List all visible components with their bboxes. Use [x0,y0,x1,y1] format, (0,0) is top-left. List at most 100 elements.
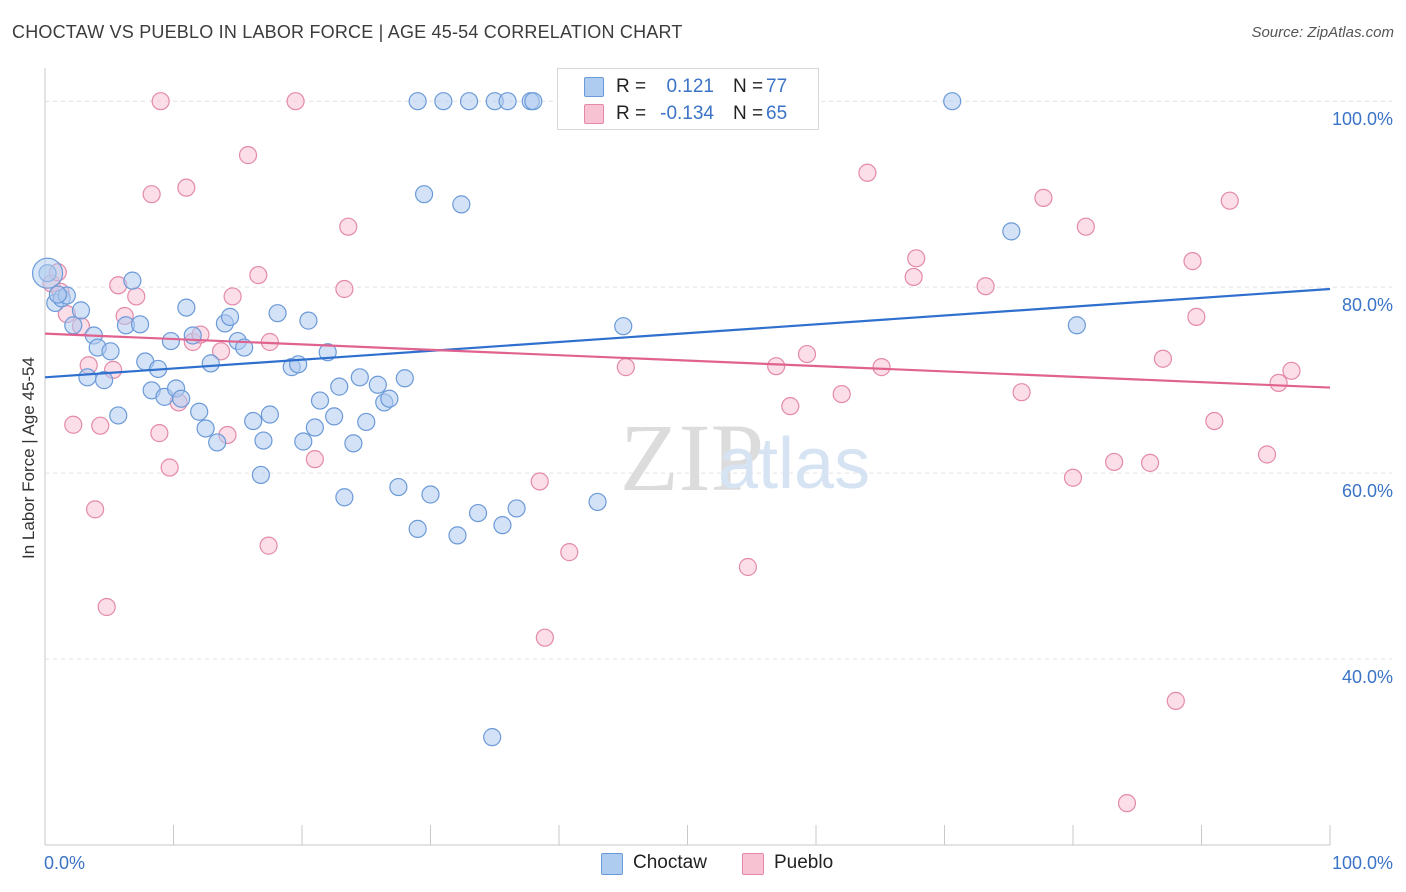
choctaw-point [380,389,399,408]
pueblo-point [249,265,268,285]
watermark-zip: ZIP [620,404,764,511]
choctaw-point [244,411,263,431]
pueblo-point [738,557,757,577]
choctaw-point [201,354,220,373]
series-legend: Choctaw Pueblo [0,852,1406,878]
choctaw-point [190,402,209,421]
choctaw-legend-label: Choctaw [633,852,707,873]
pueblo-point [535,628,554,647]
watermark-atlas: atlas [718,424,870,504]
pueblo-point [907,249,926,268]
choctaw-point [95,371,114,390]
source-label: Source: ZipAtlas.com [1251,24,1394,41]
choctaw-point [289,355,308,374]
r-label: R = [616,76,647,97]
choctaw-point [101,342,120,361]
pueblo-point [560,543,579,562]
choctaw-point [196,419,215,438]
pueblo-legend-label: Pueblo [774,852,834,873]
choctaw-point [614,317,633,336]
legend-row-pueblo: R = -0.134 N = 65 [558,100,818,128]
pueblo-point [781,397,800,416]
choctaw-point [468,503,488,523]
pueblo-point [1140,453,1160,472]
choctaw-point [183,326,202,345]
choctaw-points [31,92,1086,747]
n-value: 65 [766,103,788,124]
tick-labels: 40.0% 60.0% 80.0% 100.0% 0.0% 100.0% [44,109,1393,873]
r-label: R = [616,103,647,124]
x-tick-label: 0.0% [44,853,85,873]
pueblo-point [177,178,196,197]
choctaw-point [943,92,962,111]
choctaw-point [524,92,543,111]
pueblo-point [1034,188,1053,207]
y-tick-label: 40.0% [1342,667,1393,687]
pueblo-point [1076,217,1095,236]
pueblo-point [238,146,258,165]
choctaw-point [123,271,142,290]
pueblo-point [616,358,635,377]
chart-title: CHOCTAW VS PUEBLO IN LABOR FORCE | AGE 4… [12,22,683,42]
pueblo-swatch [584,104,604,124]
pueblo-point [86,500,105,519]
pueblo-trend-line [44,332,1331,389]
choctaw-legend-swatch [601,853,623,875]
pueblo-point [797,344,817,364]
pueblo-point [1117,794,1137,813]
y-tick-label: 100.0% [1332,109,1393,129]
choctaw-point [220,307,240,326]
pueblo-point [858,163,877,182]
pueblo-point [286,92,305,111]
x-tick-label: 100.0% [1332,853,1393,873]
choctaw-point [350,368,369,387]
choctaw-point [1002,222,1021,241]
y-tick-label: 80.0% [1342,295,1393,315]
legend-row-choctaw: R = 0.121 N = 77 [558,73,818,101]
pueblo-point [872,358,891,377]
choctaw-point [483,728,502,747]
pueblo-point [1257,445,1277,464]
choctaw-point [395,369,414,388]
choctaw-point [260,405,279,424]
choctaw-point [408,92,427,111]
trend-lines [44,287,1331,389]
choctaw-point [325,407,344,426]
pueblo-point [335,279,354,299]
pueblo-point [1205,411,1224,431]
choctaw-swatch [584,77,604,97]
watermark: ZIP atlas [620,404,870,511]
choctaw-point [507,499,526,518]
choctaw-trend-line [44,287,1331,379]
choctaw-point [335,488,354,507]
pueblo-point [91,416,110,435]
choctaw-point [177,298,196,317]
pueblo-point [64,415,83,434]
pueblo-point [127,287,146,306]
pueblo-point [1282,361,1301,380]
pueblo-point [1166,691,1185,710]
choctaw-point [588,492,607,512]
r-value: -0.134 [660,103,714,124]
pueblo-point [976,277,995,296]
correlation-legend: R = 0.121 N = 77 R = -0.134 N = 65 [557,68,819,130]
axes [44,68,1331,846]
n-label: N = [733,103,764,124]
pueblo-point [1063,468,1083,487]
choctaw-point [421,485,440,504]
pueblo-legend-swatch [742,853,764,875]
pueblo-point [142,185,161,204]
choctaw-point [493,516,512,535]
choctaw-point [310,391,330,410]
choctaw-point [452,195,471,214]
n-value: 77 [766,76,788,97]
choctaw-point [459,92,479,111]
pueblo-point [904,267,923,287]
choctaw-point [1067,316,1086,335]
pueblo-point [223,287,242,306]
pueblo-point [1220,191,1239,210]
choctaw-point [318,343,337,362]
choctaw-point [448,526,467,545]
pueblo-point [767,357,786,376]
